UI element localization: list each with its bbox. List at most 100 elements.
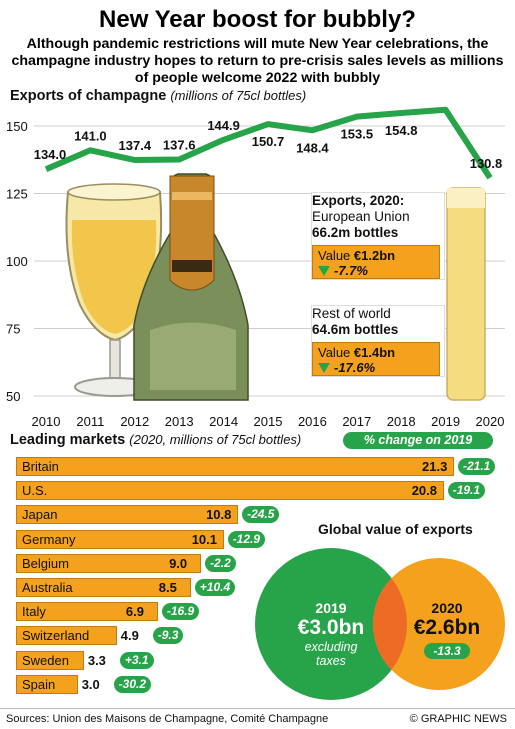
x-tick-label: 2012: [120, 414, 149, 429]
pct-change-pill: +10.4: [194, 579, 236, 596]
gv-2019-note: excluding taxes: [304, 640, 358, 668]
leading-markets-label: Leading markets (2020, millions of 75cl …: [10, 432, 302, 448]
gv-2020-text: 2020 €2.6bn -13.3: [397, 600, 497, 660]
value-label: 144.9: [207, 118, 240, 133]
pct-change-pill: -2.2: [205, 554, 236, 572]
row-value: €1.4bn: [353, 345, 396, 360]
value-label: 141.0: [74, 128, 107, 143]
bar-row: Switzerland 4.9 -9.3: [16, 626, 515, 646]
bar-row: Italy 6.9 -16.9: [16, 602, 515, 622]
bar-category-label: Italy: [22, 604, 46, 620]
bar-row: Belgium 9.0 -2.2: [16, 553, 515, 573]
eu-value: €1.2bn: [353, 248, 396, 263]
value-label: 154.8: [385, 123, 418, 138]
bar-category-label: Germany: [22, 531, 76, 547]
bar-row: Japan 10.8 -24.5: [16, 505, 515, 525]
gv-2020-value: €2.6bn: [413, 616, 481, 639]
pct-change-pill: -9.3: [152, 627, 184, 645]
footer-credit: © GRAPHIC NEWS: [409, 713, 507, 725]
bar-category-label: Japan: [22, 507, 58, 523]
bar-row: Sweden 3.3 +3.1: [16, 650, 515, 670]
bar-category-label: Sweden: [22, 652, 69, 668]
pct-change-pill: -19.1: [447, 482, 486, 500]
pct-change-pill: -21.1: [458, 458, 496, 475]
bar: [16, 505, 239, 525]
bar-value-label: 10.1: [191, 531, 217, 547]
bar: [16, 529, 224, 549]
y-tick-label: 150: [6, 119, 28, 134]
x-tick-label: 2019: [431, 414, 460, 429]
bar-row: Britain 21.3 -21.1: [16, 457, 515, 476]
eu-heading: Exports, 2020:: [312, 193, 405, 208]
x-tick-label: 2013: [165, 414, 194, 429]
eu-change: -7.7%: [334, 263, 368, 278]
bar-category-label: Switzerland: [22, 628, 90, 644]
value-label: 156.0: [429, 100, 462, 103]
value-label: 137.6: [163, 137, 196, 152]
y-tick-label: 125: [6, 187, 28, 202]
y-tick-label: 100: [6, 254, 28, 269]
pct-change-pill: -30.2: [113, 675, 152, 693]
value-label: 130.8: [470, 156, 503, 171]
bar-value-label: 21.3: [422, 459, 448, 474]
value-label: 153.5: [341, 127, 374, 142]
x-tick-label: 2014: [209, 414, 238, 429]
exports-line-chart: 50 75 100 125 150 2010 2011 2012 2013 2014 2015 20…: [6, 100, 505, 429]
bar: [16, 553, 202, 573]
down-triangle-icon: [318, 266, 330, 276]
bar-category-label: Spain: [22, 676, 56, 692]
footer: Sources: Union des Maisons de Champagne,…: [0, 708, 515, 728]
eu-value-box: Value €1.2bn -7.7%: [312, 245, 440, 279]
row-value-box: Value €1.4bn -17.6%: [312, 342, 440, 376]
x-tick-label: 2017: [342, 414, 371, 429]
bar-row: Spain 3.0 -30.2: [16, 674, 515, 694]
bar-value-label: 3.0: [81, 676, 100, 692]
row-region: Rest of world: [312, 306, 391, 321]
pct-change-pill: -24.5: [242, 506, 280, 524]
bar-value-label: 8.5: [158, 580, 177, 595]
bar: [16, 578, 191, 597]
bar: [16, 481, 444, 501]
footer-sources: Sources: Union des Maisons de Champagne,…: [6, 713, 329, 725]
champagne-bottle-illustration: [133, 173, 249, 401]
gv-2020-change-pill: -13.3: [424, 643, 470, 659]
down-triangle-icon: [318, 363, 330, 373]
bar: [16, 457, 454, 476]
bar-value-label: 4.9: [120, 628, 139, 644]
pct-change-pill: +3.1: [119, 651, 154, 669]
value-label: 148.4: [296, 140, 329, 155]
y-tick-label: 50: [6, 389, 20, 404]
bar: [16, 602, 158, 622]
gv-2019-text: 2019 €3.0bn excluding taxes: [281, 600, 381, 668]
value-label: 134.0: [34, 147, 67, 162]
bar: [16, 650, 84, 670]
eu-exports-box: Exports, 2020: European Union 66.2m bott…: [311, 192, 445, 280]
bar: [16, 626, 117, 646]
value-label: 150.7: [252, 134, 285, 149]
bar-value-label: 6.9: [125, 604, 144, 620]
gv-2019-label: 2019: [315, 600, 347, 616]
champagne-glass-illustration: [65, 183, 163, 397]
rest-of-world-box: Rest of world 64.6m bottles Value €1.4bn…: [311, 305, 445, 377]
x-tick-label: 2011: [76, 414, 104, 429]
x-tick-label: 2010: [32, 414, 61, 429]
exports-series-line: [44, 106, 493, 180]
gv-2019-value: €3.0bn: [297, 616, 365, 639]
pct-change-pill: -16.9: [161, 603, 200, 621]
bar-category-label: Australia: [22, 580, 73, 595]
value-label: 137.4: [119, 138, 152, 153]
bar-value-label: 20.8: [411, 483, 438, 499]
row-bottles: 64.6m bottles: [312, 322, 399, 337]
page-title: New Year boost for bubbly?: [99, 6, 416, 33]
exports-section-label: Exports of champagne (millions of 75cl b…: [10, 88, 307, 104]
x-tick-label: 2016: [298, 414, 327, 429]
x-tick-label: 2020: [476, 414, 505, 429]
global-value-title: Global value of exports: [318, 521, 473, 537]
x-tick-label: 2015: [254, 414, 283, 429]
row-change: -17.6%: [334, 360, 376, 375]
bar-row: U.S. 20.8 -19.1: [16, 481, 515, 501]
eu-bottles: 66.2m bottles: [312, 225, 399, 240]
bar-category-label: Belgium: [22, 555, 69, 571]
bar-value-label: 3.3: [87, 652, 106, 668]
